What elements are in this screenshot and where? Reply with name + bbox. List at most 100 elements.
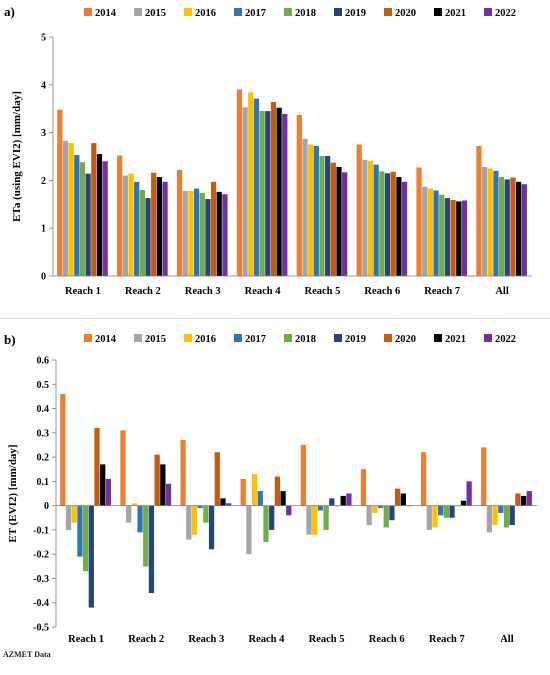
bar-reach-1-2016 xyxy=(68,143,74,276)
bar-reach-2-2022 xyxy=(162,181,168,276)
bar-reach-4-2021 xyxy=(276,107,282,276)
panel-label-0: a) xyxy=(4,4,15,19)
bar-reach-3-2015 xyxy=(186,505,192,540)
panel-b: b) 2014 2015 2016 2017 2018 2019 2020 2021 2022 -0… xyxy=(0,320,550,670)
bar-reach-3-2018 xyxy=(203,505,209,523)
bar-reach-2-2021 xyxy=(160,464,166,506)
bar-all-2016 xyxy=(487,168,493,276)
legend-label-2017: 2017 xyxy=(245,8,266,19)
bar-reach-3-2022 xyxy=(226,503,232,506)
bar-reach-6-2022 xyxy=(401,181,408,276)
bar-reach-5-2014 xyxy=(300,444,306,506)
y-tick-label-3: -0.2 xyxy=(33,550,49,561)
legend-swatch-2017 xyxy=(234,8,242,16)
legend-label-2015: 2015 xyxy=(145,8,166,19)
bar-reach-3-2020 xyxy=(210,181,217,276)
y-tick-label-0: -0.5 xyxy=(33,623,49,634)
bar-reach-2-2020 xyxy=(154,454,160,506)
bar-reach-6-2021 xyxy=(396,177,402,276)
bar-reach-2-2018 xyxy=(139,189,145,276)
bar-reach-3-2017 xyxy=(193,188,200,276)
bar-reach-4-2017 xyxy=(257,491,263,506)
category-label-0: Reach 1 xyxy=(68,634,104,645)
bar-reach-5-2018 xyxy=(323,505,329,530)
bar-reach-3-2016 xyxy=(188,190,194,276)
bar-reach-1-2015 xyxy=(62,140,69,276)
y-tick-label-4: -0.1 xyxy=(33,525,49,536)
legend-label-2016: 2016 xyxy=(195,8,216,19)
category-label-4: Reach 5 xyxy=(305,286,341,297)
bar-reach-6-2015 xyxy=(366,505,372,526)
bar-reach-7-2022 xyxy=(466,481,472,506)
source-note: AZMET Data xyxy=(3,650,51,659)
category-label-1: Reach 2 xyxy=(125,286,161,297)
category-label-5: Reach 6 xyxy=(369,634,405,645)
bar-reach-2-2018 xyxy=(143,505,149,567)
y-axis-label: ET (EVI2) [mm/day] xyxy=(7,444,19,542)
legend-swatch-2015 xyxy=(134,8,142,16)
bar-reach-5-2020 xyxy=(330,162,336,276)
y-tick-label-6: 0.1 xyxy=(37,477,50,488)
bar-reach-1-2016 xyxy=(71,505,77,523)
bar-reach-2-2019 xyxy=(145,198,151,276)
bar-all-2022 xyxy=(521,184,527,276)
bar-all-2020 xyxy=(515,493,521,506)
legend-swatch-2016 xyxy=(184,334,192,342)
bar-reach-1-2014 xyxy=(57,109,63,276)
bar-reach-2-2015 xyxy=(122,175,128,276)
legend-swatch-2014 xyxy=(84,334,92,342)
legend-label-2020: 2020 xyxy=(395,334,416,345)
bar-reach-1-2019 xyxy=(88,505,94,608)
bar-reach-2-2021 xyxy=(156,177,162,276)
bar-reach-5-2019 xyxy=(329,498,335,506)
y-axis-label: ETa (using EVI2) [mm/day] xyxy=(11,91,23,222)
bar-reach-2-2014 xyxy=(117,155,123,276)
bar-reach-3-2020 xyxy=(214,452,220,506)
category-label-6: Reach 7 xyxy=(424,286,460,297)
bar-reach-4-2016 xyxy=(251,474,258,506)
y-tick-label-3: 3 xyxy=(41,128,46,139)
legend-swatch-2022 xyxy=(484,8,492,16)
bar-reach-6-2016 xyxy=(372,505,378,513)
bar-reach-2-2016 xyxy=(128,173,134,276)
bar-all-2021 xyxy=(516,181,522,276)
bar-reach-7-2017 xyxy=(438,505,444,516)
bar-reach-7-2019 xyxy=(449,505,455,518)
legend-swatch-2022 xyxy=(484,334,492,342)
bar-all-2017 xyxy=(493,170,499,276)
bar-reach-6-2016 xyxy=(367,160,374,276)
bar-reach-7-2018 xyxy=(443,505,449,518)
bar-reach-3-2019 xyxy=(205,199,211,276)
bar-reach-5-2016 xyxy=(312,505,318,535)
bar-all-2014 xyxy=(481,447,487,506)
bar-all-2022 xyxy=(526,491,532,506)
bar-reach-2-2017 xyxy=(137,505,143,533)
bar-reach-6-2021 xyxy=(400,493,406,506)
bar-reach-7-2016 xyxy=(427,188,434,276)
category-label-3: Reach 4 xyxy=(249,634,286,645)
bar-reach-5-2018 xyxy=(319,156,325,276)
bar-reach-2-2014 xyxy=(120,430,126,506)
bar-all-2021 xyxy=(520,495,527,506)
legend-label-2018: 2018 xyxy=(295,8,316,19)
bar-reach-2-2019 xyxy=(148,505,155,594)
legend-swatch-2018 xyxy=(284,8,292,16)
bar-reach-7-2022 xyxy=(461,200,468,276)
y-tick-label-9: 0.4 xyxy=(37,404,50,415)
bar-reach-1-2017 xyxy=(77,505,83,557)
y-tick-label-7: 0.2 xyxy=(37,453,50,464)
bar-reach-4-2015 xyxy=(246,505,252,555)
bar-reach-4-2016 xyxy=(248,92,254,276)
legend-label-2017: 2017 xyxy=(245,334,266,345)
bar-all-2020 xyxy=(510,177,516,276)
bar-reach-6-2019 xyxy=(389,505,395,521)
bar-reach-6-2014 xyxy=(360,469,367,506)
bar-reach-3-2022 xyxy=(222,194,228,276)
bar-all-2017 xyxy=(498,505,504,513)
bar-all-2014 xyxy=(476,145,482,276)
bar-reach-1-2020 xyxy=(91,143,97,276)
bar-reach-4-2015 xyxy=(242,107,248,277)
bar-reach-4-2020 xyxy=(270,102,277,277)
bar-reach-4-2022 xyxy=(286,505,292,516)
bar-reach-2-2017 xyxy=(134,181,140,276)
